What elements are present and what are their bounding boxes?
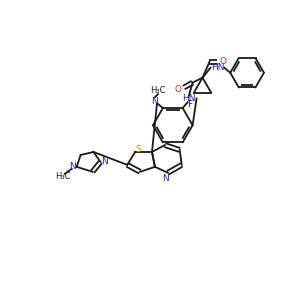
Text: N: N (101, 158, 108, 166)
Text: O: O (220, 57, 227, 66)
Text: N: N (163, 174, 169, 183)
Text: H₃C: H₃C (150, 86, 166, 95)
Text: HN: HN (182, 94, 195, 103)
Text: H₃C: H₃C (55, 172, 70, 181)
Text: N: N (69, 162, 76, 171)
Text: HN: HN (212, 63, 225, 72)
Text: O: O (174, 85, 181, 94)
Text: N: N (152, 97, 158, 106)
Text: F: F (187, 100, 192, 109)
Text: S: S (135, 145, 141, 154)
